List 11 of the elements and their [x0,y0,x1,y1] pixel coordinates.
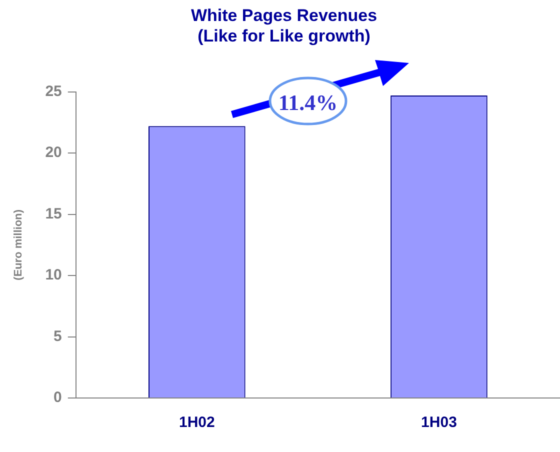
y-tick-label: 10 [45,266,62,284]
x-tick-label: 1H02 [178,414,215,432]
x-tick-label: 1H03 [421,414,457,432]
y-tick-label: 15 [45,205,62,222]
chart-title: White Pages Revenues (Like for Like growth) [190,6,378,46]
y-axis-title: (Euro million) [12,209,25,280]
y-tick-label: 0 [54,389,62,406]
y-tick-label: 5 [54,328,62,345]
y-tick-label: 20 [45,144,62,162]
y-tick-label: 25 [45,82,62,100]
annotation: 11.4% [277,89,339,117]
